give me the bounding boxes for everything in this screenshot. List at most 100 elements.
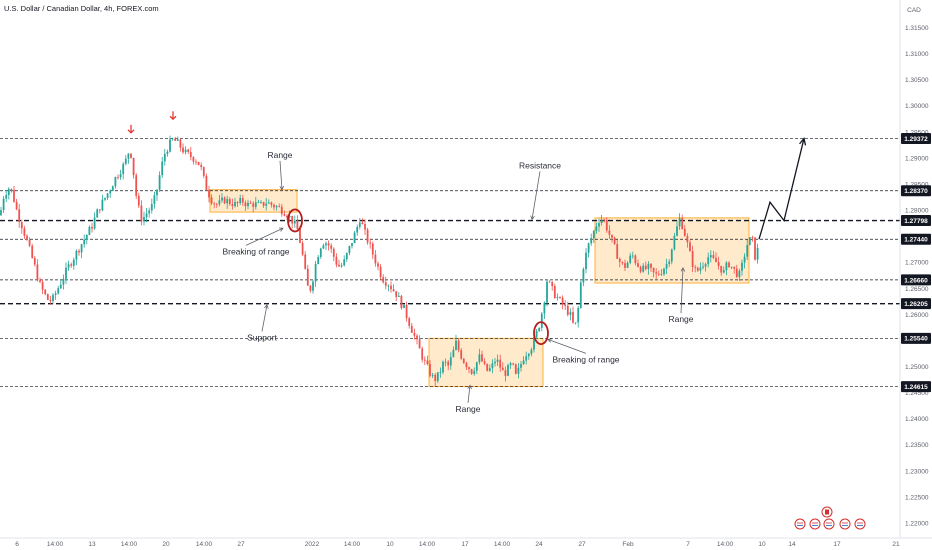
candle-body[interactable]: [592, 230, 595, 239]
candle-body[interactable]: [533, 337, 535, 350]
candle-body[interactable]: [70, 264, 73, 266]
candle-body[interactable]: [501, 367, 504, 371]
candle-body[interactable]: [738, 270, 741, 277]
candle-body[interactable]: [403, 304, 405, 309]
candle-body[interactable]: [210, 197, 213, 204]
candle-body[interactable]: [10, 188, 13, 190]
candle-body[interactable]: [611, 234, 613, 238]
candle-body[interactable]: [174, 138, 177, 141]
candle-body[interactable]: [629, 255, 632, 263]
candle-body[interactable]: [65, 267, 67, 279]
candle-body[interactable]: [228, 199, 231, 204]
candle-body[interactable]: [691, 251, 694, 268]
event-flag-icon[interactable]: [823, 518, 835, 530]
candle-body[interactable]: [527, 353, 530, 357]
price-axis[interactable]: 1.31500 1.31000 1.30500 1.30000 1.29500 1.290…: [901, 25, 931, 527]
candle-body[interactable]: [465, 363, 468, 368]
candle-body[interactable]: [218, 200, 221, 205]
candle-body[interactable]: [364, 223, 366, 230]
candle-body[interactable]: [67, 264, 70, 268]
candle-body[interactable]: [475, 362, 478, 371]
candle-body[interactable]: [270, 202, 273, 205]
candle-body[interactable]: [153, 195, 156, 204]
candle-body[interactable]: [85, 234, 88, 240]
candle-body[interactable]: [590, 238, 593, 244]
candle-body[interactable]: [405, 304, 408, 319]
event-flag-icon[interactable]: [854, 518, 866, 530]
candle-body[interactable]: [556, 297, 559, 299]
candle-body[interactable]: [124, 158, 127, 164]
candle-body[interactable]: [114, 177, 117, 187]
event-flag-icon[interactable]: [809, 518, 821, 530]
candle-body[interactable]: [730, 266, 733, 268]
candle-body[interactable]: [208, 189, 210, 198]
candle-body[interactable]: [696, 267, 699, 271]
candle-body[interactable]: [748, 237, 751, 246]
candle-body[interactable]: [728, 262, 730, 268]
candle-body[interactable]: [725, 262, 728, 271]
candle-body[interactable]: [345, 252, 348, 260]
candle-body[interactable]: [351, 243, 353, 246]
candle-body[interactable]: [317, 256, 320, 264]
candle-body[interactable]: [130, 153, 132, 158]
candle-body[interactable]: [397, 295, 400, 297]
economic-events[interactable]: [794, 506, 866, 530]
candle-body[interactable]: [143, 216, 145, 222]
candle-body[interactable]: [288, 215, 291, 218]
candle-body[interactable]: [538, 327, 541, 332]
candle-body[interactable]: [343, 259, 346, 266]
candle-body[interactable]: [78, 250, 80, 253]
candle-body[interactable]: [426, 360, 429, 365]
candle-body[interactable]: [634, 255, 637, 264]
candle-body[interactable]: [200, 165, 203, 168]
candle-body[interactable]: [335, 256, 338, 265]
candle-body[interactable]: [707, 257, 710, 265]
candle-body[interactable]: [390, 285, 392, 290]
candle-body[interactable]: [626, 262, 629, 268]
candle-body[interactable]: [166, 151, 169, 154]
candle-body[interactable]: [436, 372, 439, 382]
candle-body[interactable]: [525, 356, 528, 361]
candle-body[interactable]: [522, 360, 525, 365]
event-flag-icon[interactable]: [794, 518, 806, 530]
candle-body[interactable]: [72, 259, 75, 266]
candle-body[interactable]: [358, 222, 361, 227]
candle-body[interactable]: [676, 226, 678, 236]
candle-body[interactable]: [325, 243, 327, 246]
candle-body[interactable]: [683, 228, 686, 237]
candle-body[interactable]: [15, 201, 18, 210]
candle-body[interactable]: [0, 210, 2, 216]
candle-body[interactable]: [514, 364, 517, 374]
candle-body[interactable]: [41, 281, 44, 290]
candle-body[interactable]: [169, 139, 171, 152]
candle-body[interactable]: [702, 266, 704, 268]
candle-body[interactable]: [293, 220, 296, 224]
candle-body[interactable]: [119, 174, 122, 178]
candle-body[interactable]: [668, 261, 671, 264]
candle-body[interactable]: [379, 266, 382, 278]
candle-body[interactable]: [36, 264, 39, 281]
candle-body[interactable]: [733, 266, 736, 269]
candle-body[interactable]: [39, 280, 41, 282]
candle-body[interactable]: [384, 282, 387, 286]
candle-body[interactable]: [340, 265, 343, 267]
candle-body[interactable]: [187, 149, 190, 152]
candle-body[interactable]: [512, 363, 515, 365]
candle-body[interactable]: [23, 228, 26, 236]
candle-body[interactable]: [491, 363, 494, 369]
candle-body[interactable]: [408, 318, 411, 326]
candle-body[interactable]: [202, 167, 205, 176]
candle-body[interactable]: [192, 157, 195, 162]
candle-body[interactable]: [273, 204, 275, 208]
candle-body[interactable]: [327, 243, 330, 246]
candle-body[interactable]: [46, 294, 49, 300]
candle-body[interactable]: [483, 361, 486, 364]
candle-body[interactable]: [644, 265, 647, 270]
candle-body[interactable]: [564, 304, 567, 306]
candle-body[interactable]: [353, 232, 356, 244]
candle-body[interactable]: [504, 370, 507, 376]
candle-body[interactable]: [5, 195, 8, 199]
candle-body[interactable]: [670, 249, 673, 262]
candle-body[interactable]: [616, 244, 619, 259]
